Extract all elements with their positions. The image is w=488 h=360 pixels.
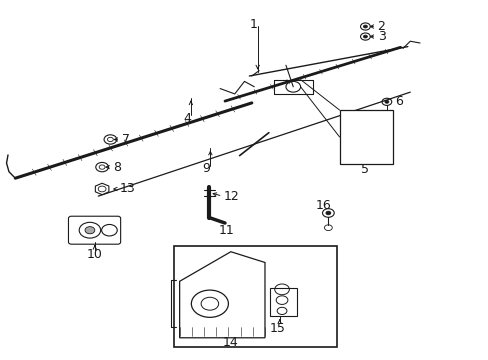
Text: 13: 13	[119, 183, 135, 195]
Text: 5: 5	[361, 163, 368, 176]
Text: 6: 6	[394, 95, 402, 108]
Bar	[173, 246, 336, 347]
Text: 2: 2	[377, 20, 385, 33]
Polygon shape	[95, 183, 109, 195]
Circle shape	[384, 100, 388, 103]
Bar	[339, 110, 392, 164]
Text: 11: 11	[218, 224, 234, 238]
Polygon shape	[179, 252, 264, 338]
Circle shape	[325, 211, 330, 215]
Text: 9: 9	[202, 162, 210, 175]
Text: 4: 4	[183, 112, 190, 125]
Text: 16: 16	[315, 199, 331, 212]
Text: 7: 7	[122, 133, 129, 146]
FancyBboxPatch shape	[68, 216, 121, 244]
Circle shape	[85, 226, 95, 234]
Text: 15: 15	[269, 321, 285, 334]
Text: 8: 8	[113, 161, 121, 174]
Text: 1: 1	[249, 18, 257, 31]
Circle shape	[363, 35, 366, 38]
Text: 14: 14	[223, 336, 238, 349]
Bar	[269, 288, 296, 316]
Circle shape	[363, 25, 366, 28]
Text: 10: 10	[87, 248, 102, 261]
Text: 12: 12	[224, 190, 239, 203]
Text: 3: 3	[377, 30, 385, 43]
